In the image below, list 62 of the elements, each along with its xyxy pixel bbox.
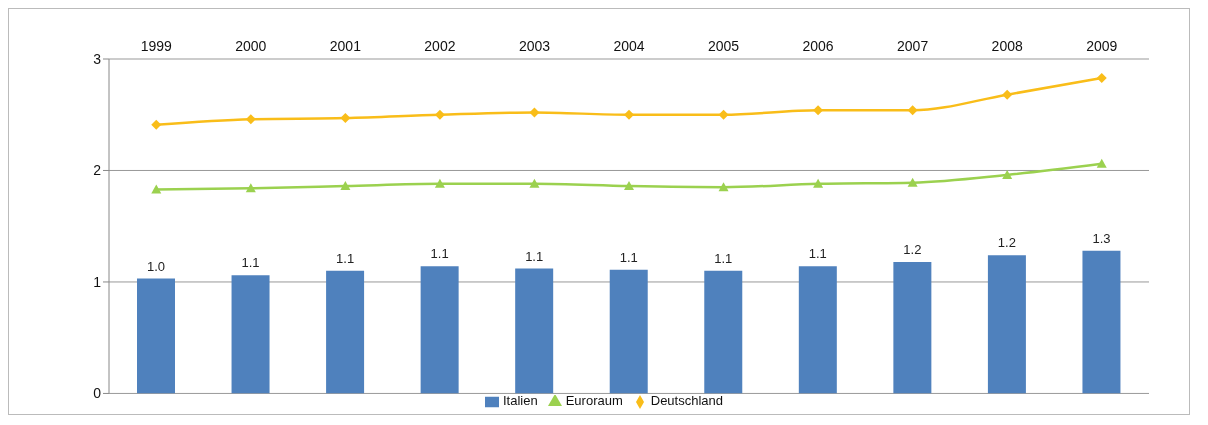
point — [245, 114, 256, 125]
bar — [1082, 250, 1121, 394]
point — [529, 178, 540, 188]
x-tick-label: 2008 — [991, 38, 1023, 54]
point — [245, 183, 256, 193]
data-label: 1.1 — [619, 249, 638, 265]
x-tick-label: 2006 — [802, 38, 834, 54]
data-label: 1.0 — [146, 258, 166, 274]
bar — [893, 261, 932, 394]
legend-label: Italien — [502, 393, 538, 409]
point — [1002, 89, 1013, 100]
point — [907, 177, 918, 187]
bar — [515, 268, 554, 394]
data-label: 1.1 — [714, 250, 733, 266]
point — [1002, 169, 1013, 179]
bar — [798, 266, 837, 394]
data-label: 1.1 — [336, 250, 355, 266]
point — [151, 119, 162, 130]
bar — [609, 269, 648, 394]
point — [1096, 72, 1107, 83]
bar — [987, 255, 1026, 394]
point — [340, 113, 351, 124]
bar — [326, 270, 365, 394]
point — [624, 109, 634, 120]
y-tick-label: 2 — [93, 162, 102, 179]
point — [434, 109, 445, 120]
data-label: 1.1 — [525, 248, 544, 264]
data-label: 1.1 — [241, 255, 260, 271]
legend-label: Deutschland — [650, 393, 724, 409]
x-tick-label: 2001 — [329, 38, 362, 54]
x-tick-label: 2005 — [707, 38, 740, 54]
x-tick-label: 2000 — [235, 38, 267, 54]
point — [718, 182, 729, 192]
y-tick-label: 1 — [93, 273, 102, 290]
point — [813, 105, 824, 116]
point — [340, 181, 351, 191]
x-tick-label: 2009 — [1086, 38, 1118, 54]
data-label: 1.2 — [997, 235, 1016, 251]
y-tick-label: 3 — [93, 50, 102, 67]
point — [1096, 158, 1107, 168]
point — [151, 184, 162, 194]
point — [529, 107, 540, 118]
x-tick-label: 2004 — [613, 38, 645, 54]
data-label: 1.1 — [430, 246, 449, 262]
y-tick-label: 0 — [93, 385, 102, 402]
bar — [137, 278, 175, 394]
bar — [420, 266, 459, 394]
point — [624, 181, 634, 191]
legend-label: Euroraum — [565, 393, 623, 409]
bar — [231, 275, 270, 394]
point — [718, 109, 729, 120]
x-tick-label: 2002 — [424, 38, 456, 54]
x-tick-label: 2003 — [518, 38, 551, 54]
data-label: 1.2 — [903, 241, 922, 257]
x-tick-label: 1999 — [140, 38, 173, 54]
point — [907, 105, 918, 116]
data-label: 1.3 — [1092, 230, 1111, 246]
point — [813, 178, 824, 188]
point — [434, 178, 445, 188]
bar — [704, 270, 743, 394]
data-label: 1.1 — [808, 246, 827, 262]
x-tick-label: 2007 — [897, 38, 929, 54]
